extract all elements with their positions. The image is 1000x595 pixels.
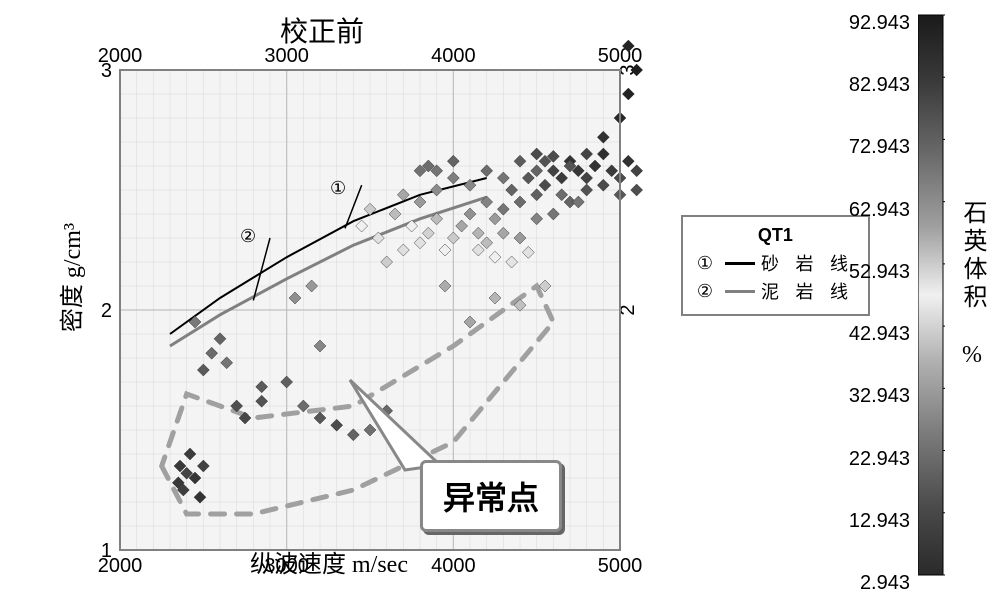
svg-text:4000: 4000 (431, 555, 476, 577)
svg-text:5000: 5000 (598, 45, 643, 67)
annotation-two: ② (240, 226, 256, 247)
legend: QT1 ① 砂 岩 线 ② 泥 岩 线 (681, 215, 870, 316)
legend-line-2 (725, 290, 755, 293)
svg-text:3000: 3000 (264, 555, 309, 577)
colorbar-tick: 72.943 (849, 136, 910, 159)
colorbar-tick: 2.943 (860, 572, 910, 595)
svg-text:3000: 3000 (264, 45, 309, 67)
legend-label-2: 泥 岩 线 (761, 278, 854, 304)
legend-num-2: ② (697, 281, 719, 302)
legend-label-1: 砂 岩 线 (761, 250, 854, 276)
svg-text:5000: 5000 (598, 555, 643, 577)
legend-line-1 (725, 262, 755, 265)
scatter-plot: 2000200030003000400040005000500012323 (90, 40, 650, 580)
legend-title: QT1 (697, 225, 854, 246)
colorbar-tick: 92.943 (849, 12, 910, 35)
colorbar (918, 5, 945, 585)
colorbar-tick: 62.943 (849, 199, 910, 222)
svg-text:1: 1 (101, 540, 112, 562)
colorbar-tick: 52.943 (849, 261, 910, 284)
legend-item-mudstone: ② 泥 岩 线 (697, 278, 854, 304)
svg-text:2: 2 (101, 300, 112, 322)
colorbar-tick: 22.943 (849, 448, 910, 471)
colorbar-label: 石英体积 % (955, 200, 990, 372)
annotation-one: ① (330, 178, 346, 199)
svg-text:4000: 4000 (431, 45, 476, 67)
colorbar-tick: 32.943 (849, 385, 910, 408)
y-axis-label: 密度 g/cm³ (52, 223, 87, 332)
legend-num-1: ① (697, 253, 719, 274)
svg-text:3: 3 (101, 60, 112, 82)
legend-item-sandstone: ① 砂 岩 线 (697, 250, 854, 276)
colorbar-tick: 12.943 (849, 510, 910, 533)
colorbar-tick: 42.943 (849, 323, 910, 346)
colorbar-tick: 82.943 (849, 74, 910, 97)
anomaly-callout: 异常点 (420, 460, 562, 532)
